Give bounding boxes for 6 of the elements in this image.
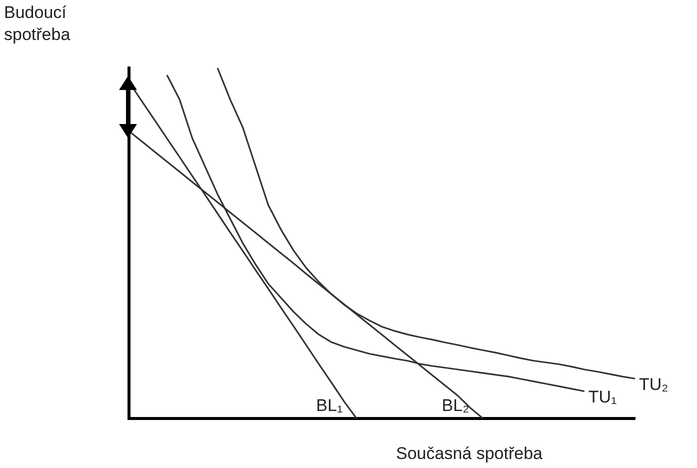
x-axis-title: Současná spotřeba xyxy=(396,443,542,465)
series-label: BL₁ xyxy=(316,396,343,415)
series-label: TU₂ xyxy=(639,374,668,394)
y-axis-title: Budoucí spotřeba xyxy=(4,2,72,46)
series-label: TU₁ xyxy=(588,387,618,406)
series-label: BL₂ xyxy=(442,396,470,415)
